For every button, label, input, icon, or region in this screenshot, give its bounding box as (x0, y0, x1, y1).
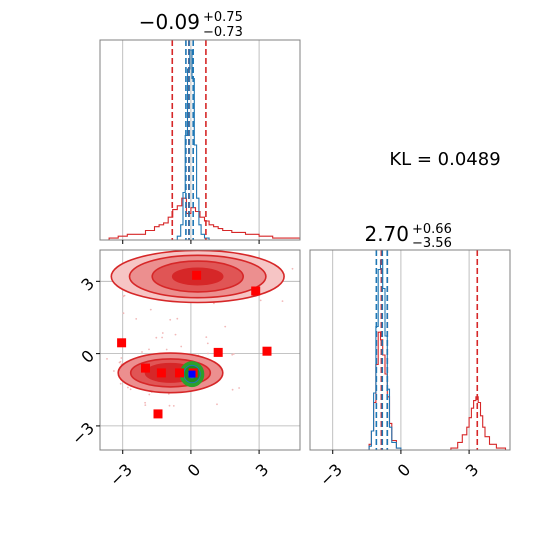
sample-point (79, 262, 81, 264)
sample-point (113, 370, 115, 372)
blue-histogram (172, 49, 210, 240)
y-tick-label: −3 (68, 418, 98, 448)
sample-point (144, 404, 147, 406)
sample-point (238, 387, 241, 389)
grid (332, 250, 470, 450)
joint-contours (78, 241, 306, 419)
sample-point (275, 242, 277, 244)
red-square-marker (153, 409, 163, 419)
x-tick-label: 3 (252, 460, 273, 481)
red-square-marker (175, 368, 184, 378)
marginal-panel-param-2: −3 0 3 2.70 +0.66 −3.56 (309, 222, 511, 490)
joint-panel: −3 0 3 −3 0 3 (68, 241, 306, 490)
red-square-marker (141, 363, 150, 373)
sample-point (231, 388, 234, 391)
x-tick-label: 0 (394, 460, 415, 481)
kl-divergence-label: KL = 0.0489 (389, 149, 500, 170)
x-tick-label: 3 (462, 460, 483, 481)
sample-point (119, 360, 122, 363)
title-sub-param-2: −3.56 (412, 236, 452, 251)
x-tick-label: −3 (316, 460, 346, 490)
sample-point (231, 353, 234, 356)
sample-point (172, 405, 175, 407)
title-sub-param-1: −0.73 (203, 25, 243, 40)
sample-point (180, 345, 183, 348)
sample-point (206, 243, 208, 245)
sample-point (120, 357, 123, 359)
red-square-marker (156, 368, 166, 378)
sample-point (122, 312, 125, 315)
sample-point (206, 342, 209, 345)
sample-point (169, 318, 172, 321)
sample-point (216, 403, 218, 406)
sample-point (127, 386, 129, 389)
sample-point (174, 333, 177, 336)
sample-point (224, 325, 227, 328)
sample-point (232, 353, 235, 355)
marginal-panel-param-1: −0.09 +0.75 −0.73 (99, 10, 301, 244)
sample-point (96, 262, 98, 264)
title-main-param-1: −0.09 (139, 10, 200, 34)
sample-point (226, 245, 228, 247)
sample-point (188, 241, 190, 243)
x-ticks: −3 0 3 (316, 450, 482, 490)
marginal-histograms (364, 250, 507, 450)
title-sup-param-2: +0.66 (412, 222, 452, 237)
red-square-marker (262, 346, 272, 356)
sample-point (148, 348, 150, 351)
sample-point (161, 332, 164, 334)
sample-point (259, 299, 262, 302)
x-tick-label: 0 (184, 460, 205, 481)
red-square-marker (213, 347, 223, 357)
sample-point (135, 318, 138, 320)
sample-point (122, 295, 125, 298)
sample-point (93, 275, 95, 277)
sample-point (155, 336, 158, 339)
x-ticks (122, 240, 260, 244)
sample-point (119, 382, 122, 385)
sample-point (168, 404, 171, 407)
red-square-marker (117, 338, 127, 348)
x-tick-label: −3 (106, 460, 136, 490)
red-square-marker (251, 286, 261, 296)
sample-point (129, 388, 132, 391)
y-tick-label: 0 (77, 346, 98, 367)
y-tick-label: 3 (77, 274, 98, 295)
sample-point (282, 241, 284, 243)
sample-point (144, 401, 147, 404)
blue-square-marker (188, 370, 196, 378)
sample-point (281, 300, 284, 302)
red-square-marker (192, 270, 202, 280)
sample-point (302, 247, 304, 249)
sample-point (291, 267, 294, 270)
sample-point (207, 352, 209, 355)
sample-point (165, 348, 168, 351)
red-histogram (364, 331, 507, 450)
sample-point (86, 262, 88, 264)
sample-point (304, 273, 306, 275)
sample-point (78, 291, 80, 293)
sample-point (149, 308, 152, 311)
title-main-param-2: 2.70 (364, 222, 409, 246)
sample-point (106, 358, 108, 360)
title-sup-param-1: +0.75 (203, 10, 243, 25)
sample-point (148, 393, 151, 396)
sample-point (213, 302, 215, 305)
sample-point (176, 317, 179, 320)
marginal-histograms (100, 40, 300, 240)
sample-point (161, 336, 164, 339)
sample-point (205, 336, 208, 338)
sample-point (141, 351, 143, 353)
grid (122, 40, 260, 240)
